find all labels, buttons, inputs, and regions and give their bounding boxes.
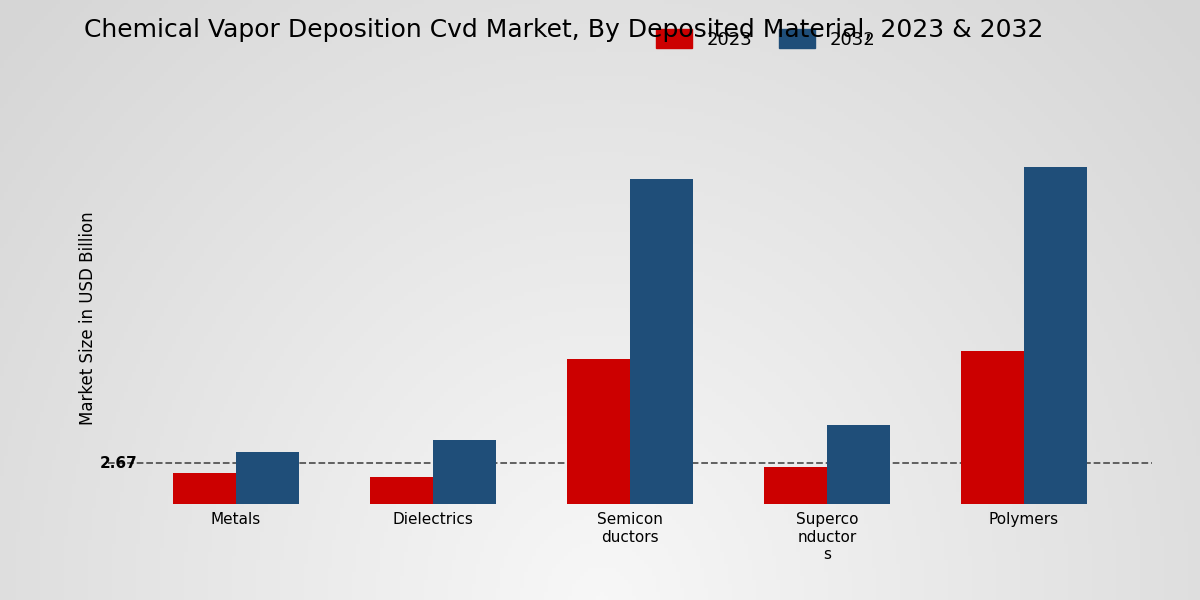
- Bar: [764, 467, 827, 504]
- Text: 2.67: 2.67: [100, 457, 138, 472]
- Legend: 2023, 2032: 2023, 2032: [649, 22, 883, 56]
- Bar: [236, 452, 299, 504]
- Bar: [961, 350, 1024, 504]
- Bar: [433, 440, 496, 504]
- Y-axis label: Market Size in USD Billion: Market Size in USD Billion: [79, 211, 97, 425]
- Bar: [370, 477, 433, 504]
- Bar: [173, 473, 236, 504]
- Bar: [566, 359, 630, 504]
- Text: Chemical Vapor Deposition Cvd Market, By Deposited Material, 2023 & 2032: Chemical Vapor Deposition Cvd Market, By…: [84, 18, 1044, 42]
- Bar: [1024, 167, 1087, 504]
- Bar: [630, 179, 694, 504]
- Bar: [827, 425, 890, 504]
